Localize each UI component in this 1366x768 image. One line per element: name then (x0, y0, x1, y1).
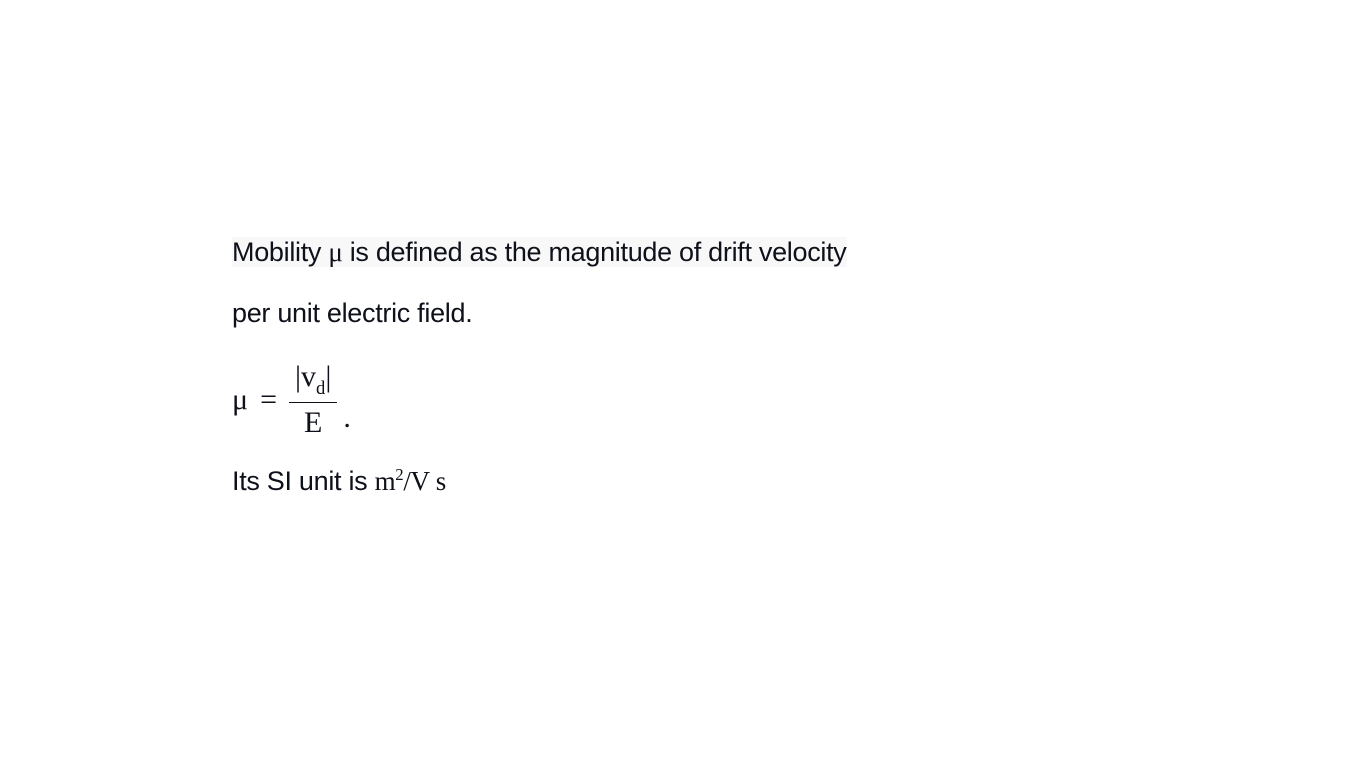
mobility-formula: μ = |vd| E . (232, 359, 1022, 440)
definition-text-2: per unit electric field. (232, 298, 472, 328)
unit-m: m (375, 466, 396, 496)
formula-equals: = (260, 383, 277, 417)
mu-symbol-inline: μ (328, 237, 342, 267)
numerator-sub-d: d (316, 378, 325, 399)
abs-close: | (325, 360, 331, 393)
unit-prefix-text: Its SI unit is (232, 466, 375, 496)
definition-text-1: Mobility μ is defined as the magnitude o… (232, 237, 847, 267)
def-part-a: Mobility (232, 237, 328, 267)
content-block: Mobility μ is defined as the magnitude o… (232, 228, 1022, 497)
fraction-denominator: E (298, 405, 328, 441)
si-unit-line: Its SI unit is m2/V s (232, 465, 1022, 497)
numerator-v: v (301, 360, 316, 393)
definition-line-2: per unit electric field. (232, 289, 1022, 338)
definition-line-1: Mobility μ is defined as the magnitude o… (232, 228, 1022, 277)
formula-period: . (343, 401, 351, 441)
formula-fraction: |vd| E (289, 359, 337, 440)
def-part-b: is defined as the magnitude of drift vel… (343, 237, 847, 267)
unit-slash: / (403, 466, 410, 496)
page: Mobility μ is defined as the magnitude o… (0, 0, 1366, 768)
unit-s: s (436, 466, 446, 496)
unit-V: V (411, 466, 430, 496)
fraction-bar (289, 402, 337, 403)
fraction-numerator: |vd| (289, 359, 337, 399)
formula-lhs-mu: μ (232, 383, 248, 417)
